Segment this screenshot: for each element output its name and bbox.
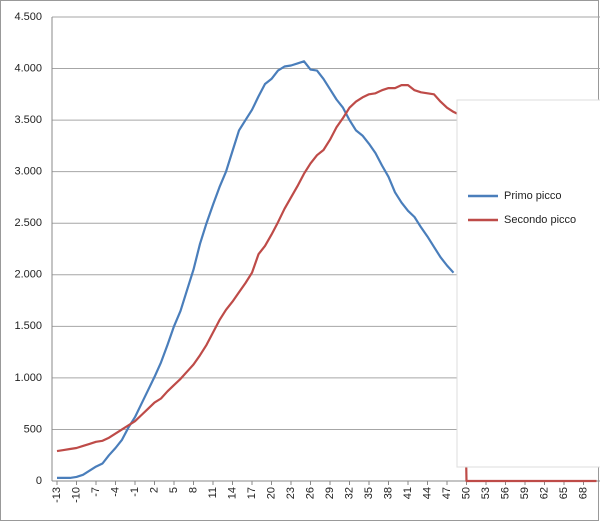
x-tick-label: 29 [324, 487, 336, 499]
y-tick-label: 2.000 [14, 269, 42, 281]
x-tick-label: 35 [363, 487, 375, 499]
x-tick-label: 53 [480, 487, 492, 499]
x-tick-label: 2 [148, 487, 160, 493]
x-tick-label: 8 [187, 487, 199, 493]
y-tick-label: 3.000 [14, 166, 42, 178]
y-tick-label: 1.500 [14, 320, 42, 332]
y-tick-label: 0 [36, 475, 42, 487]
x-tick-label: 5 [168, 487, 180, 493]
x-tick-label: 20 [265, 487, 277, 499]
y-tick-label: 4.000 [14, 62, 42, 74]
x-tick-label: 50 [460, 487, 472, 499]
series-line [56, 84, 597, 483]
y-tick-label: 3.500 [14, 114, 42, 126]
x-tick-label: 17 [246, 487, 258, 499]
x-tick-label: 14 [226, 487, 238, 499]
y-tick-label: 2.500 [14, 217, 42, 229]
x-tick-label: 23 [285, 487, 297, 499]
legend-label: Primo picco [504, 190, 561, 202]
x-tick-label: -4 [109, 487, 121, 497]
x-tick-label: 56 [499, 487, 511, 499]
series-line [57, 60, 455, 479]
y-tick-label: 500 [24, 423, 42, 435]
x-tick-label: 68 [577, 487, 589, 499]
x-tick-label: -10 [70, 487, 82, 503]
legend: Primo picco Secondo picco [456, 99, 600, 468]
x-tick-label: 44 [421, 487, 433, 499]
x-tick-label: 32 [343, 487, 355, 499]
y-tick-label: 4.500 [14, 11, 42, 23]
legend-label: Secondo picco [504, 214, 576, 226]
x-tick-label: 26 [304, 487, 316, 499]
x-tick-label: 65 [558, 487, 570, 499]
x-tick-label: 41 [402, 487, 414, 499]
legend-box [456, 99, 600, 468]
x-tick-label: 62 [538, 487, 550, 499]
x-tick-label: 11 [207, 487, 219, 498]
x-tick-label: -7 [90, 487, 102, 497]
x-tick-label: -1 [129, 487, 141, 497]
x-tick-label: 59 [519, 487, 531, 499]
x-tick-label: 38 [382, 487, 394, 499]
y-tick-label: 1.000 [14, 372, 42, 384]
x-tick-label: 47 [441, 487, 453, 499]
x-tick-label: -13 [51, 487, 63, 503]
